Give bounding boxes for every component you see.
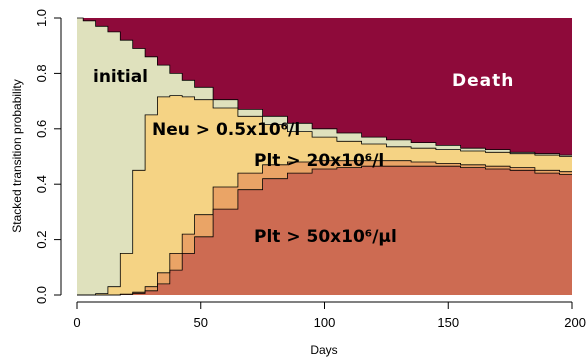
- x-tick-label: 150: [437, 315, 459, 330]
- area-initial: [77, 18, 572, 295]
- area-death: [77, 18, 572, 156]
- x-tick-label: 0: [73, 315, 80, 330]
- boundary-line-initial-top: [77, 17, 572, 156]
- state-label-neu: Neu > 0.5x10⁶/l: [152, 120, 300, 140]
- area-neu-0-5x10-l: [77, 95, 572, 295]
- y-tick-label: 0.0: [34, 286, 49, 304]
- area-series-group: [77, 18, 572, 295]
- y-tick-marks: [54, 17, 61, 296]
- y-axis: 0.0 0.2 0.4 0.6 0.8 1.0: [34, 9, 62, 304]
- y-axis-title: Stacked transition probability: [10, 79, 24, 232]
- y-tick-label: 1.0: [34, 9, 49, 27]
- x-tick-marks: [76, 302, 573, 309]
- state-label-death: Death: [452, 71, 514, 91]
- y-tick-label: 0.4: [34, 175, 49, 193]
- x-tick-labels: 0 50 100 150 200: [73, 315, 586, 330]
- state-label-plt50: Plt > 50x10⁶/µl: [254, 227, 397, 247]
- area-plt-50x10-l: [77, 166, 572, 295]
- boundary-lines-group: [77, 17, 572, 296]
- y-tick-label: 0.6: [34, 120, 49, 138]
- state-label-plt20: Plt > 20x10⁶/l: [254, 151, 384, 171]
- y-tick-labels: 0.0 0.2 0.4 0.6 0.8 1.0: [34, 9, 49, 304]
- state-label-initial: initial: [93, 67, 148, 87]
- x-tick-label: 50: [194, 315, 208, 330]
- boundary-line-plt50-top: [77, 165, 572, 296]
- x-tick-label: 100: [314, 315, 336, 330]
- boundary-line-neu-top: [77, 95, 572, 296]
- boundary-line-plt20-top: [77, 160, 572, 296]
- x-tick-label: 200: [564, 315, 586, 330]
- x-axis-title: Days: [310, 343, 337, 357]
- y-tick-label: 0.2: [34, 231, 49, 249]
- y-tick-label: 0.8: [34, 64, 49, 82]
- x-axis: 0 50 100 150 200: [73, 301, 586, 330]
